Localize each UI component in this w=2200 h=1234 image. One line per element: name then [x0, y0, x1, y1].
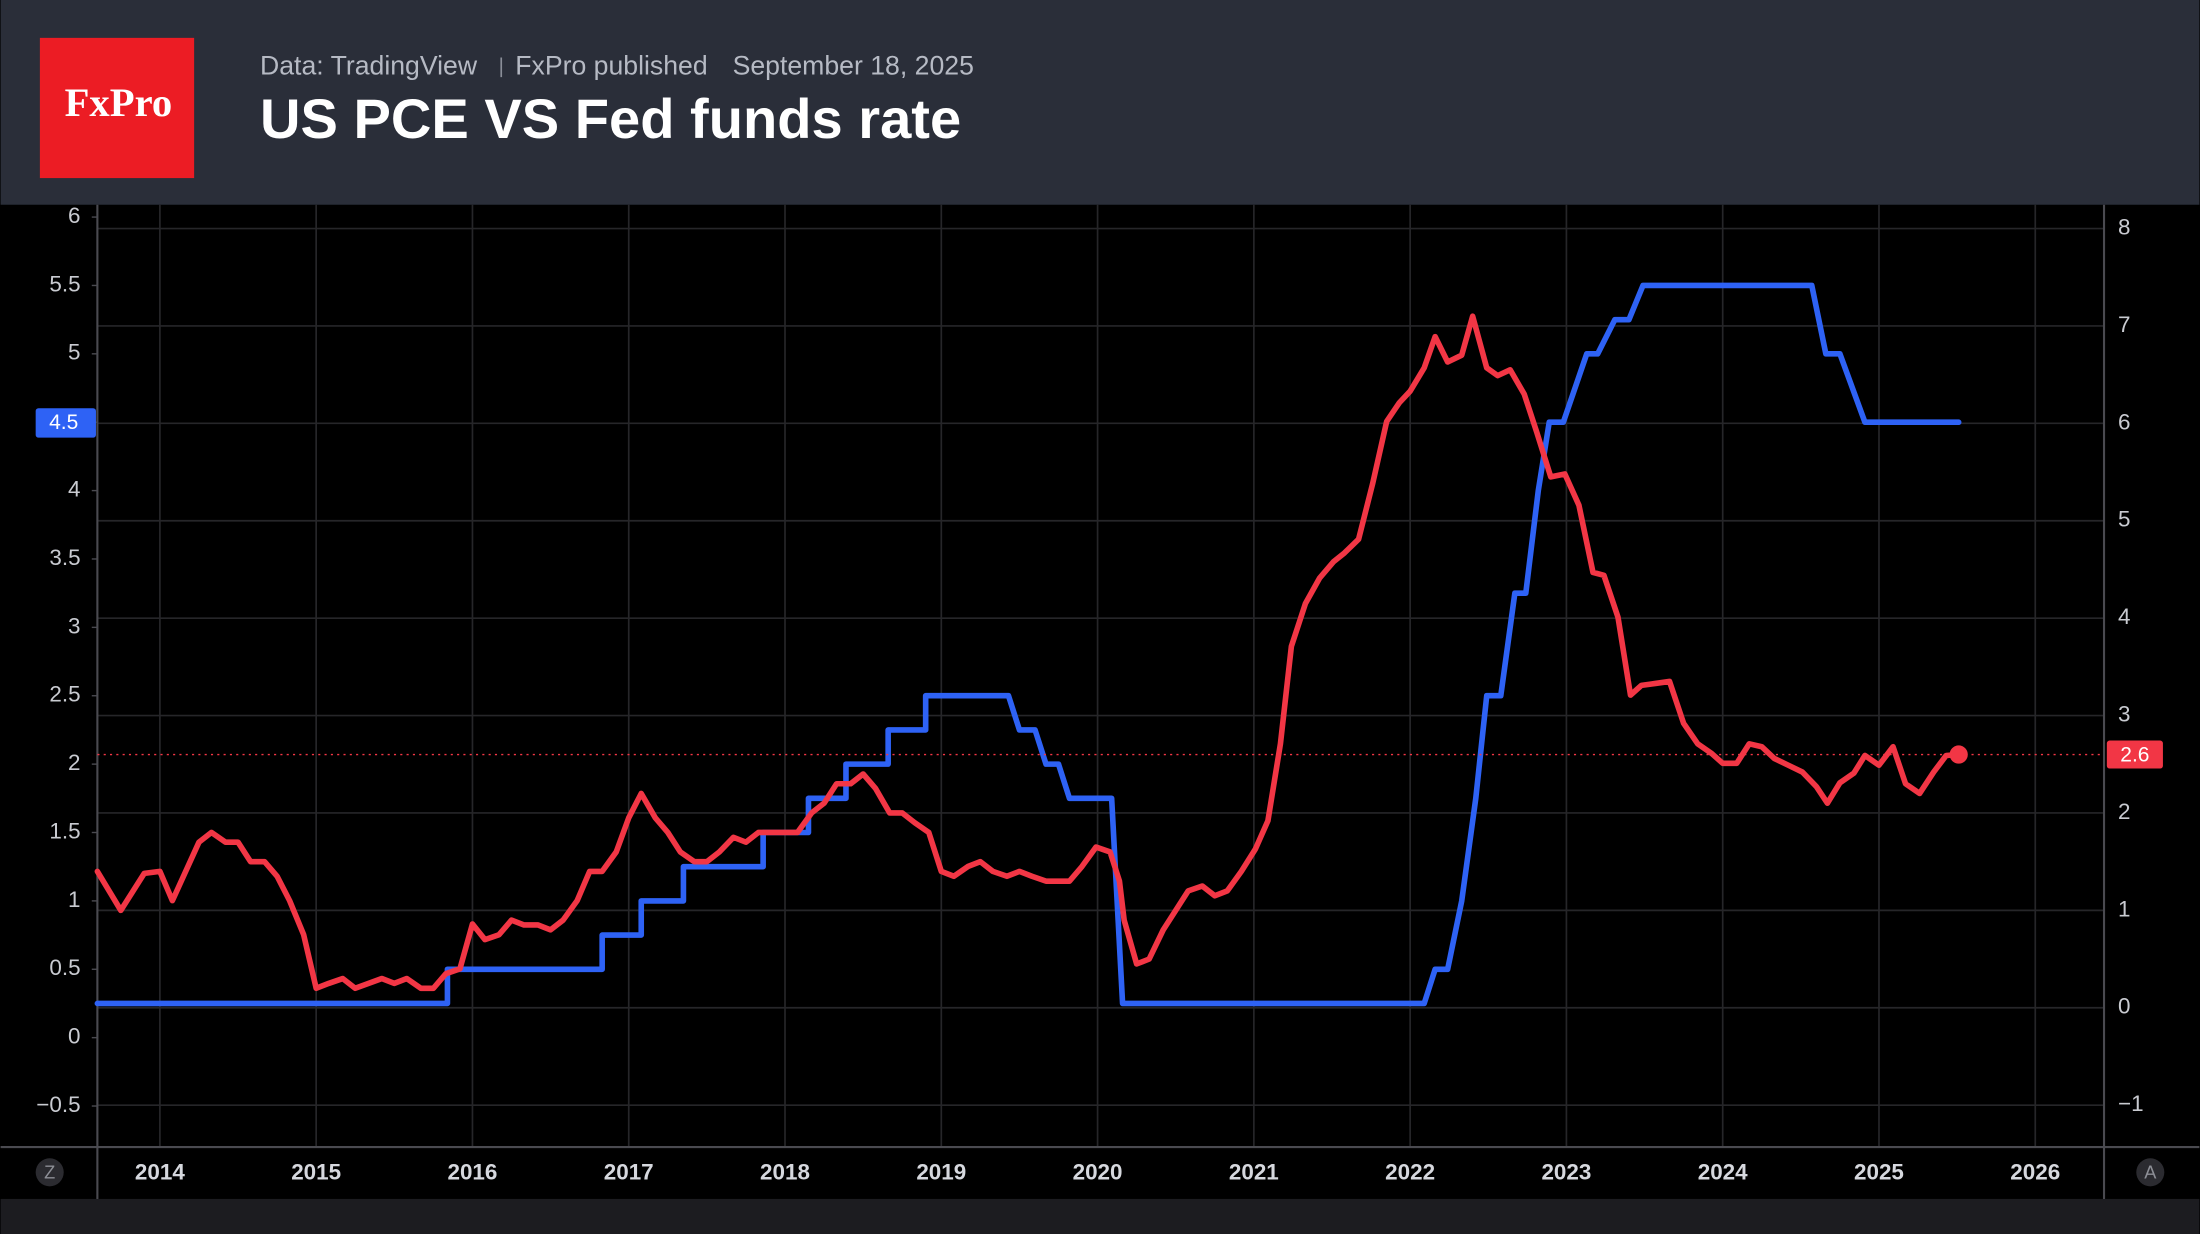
logo-box — [39, 37, 195, 179]
price-tag — [2106, 740, 2163, 769]
y2-tick-label: 7 — [2118, 312, 2130, 337]
date: September 18, 2025 — [733, 50, 974, 80]
y2-tick-label: −1 — [2118, 1091, 2144, 1116]
control-button[interactable] — [35, 1158, 64, 1187]
logo: FxPro — [65, 80, 173, 125]
price-tag-label: 4.5 — [49, 411, 78, 434]
y-tick-label: 0 — [68, 1024, 80, 1049]
y2-tick-label: 4 — [2118, 604, 2130, 629]
last-point — [1949, 745, 1968, 764]
price-tag-label: 2.6 — [2120, 743, 2149, 766]
y2-tick-label: 1 — [2118, 896, 2130, 921]
x-tick-label: 2021 — [1229, 1160, 1279, 1185]
x-tick-label: 2014 — [135, 1160, 185, 1185]
y2-tick-label: 6 — [2118, 409, 2130, 434]
footer-bar — [0, 1198, 2200, 1234]
price-tag — [35, 408, 96, 438]
series-line — [94, 282, 1962, 1007]
x-tick-label: 2025 — [1854, 1160, 1904, 1185]
y-tick-label: −0.5 — [36, 1092, 80, 1117]
y2-tick-label: 0 — [2118, 994, 2130, 1019]
x-tick-label: 2016 — [448, 1160, 498, 1185]
y2-tick-label: 8 — [2118, 214, 2130, 239]
y-tick-label: 3.5 — [49, 545, 80, 570]
x-tick-label: 2022 — [1385, 1160, 1435, 1185]
y-tick-label: 3 — [68, 613, 80, 638]
y-tick-label: 2.5 — [49, 682, 80, 707]
y2-tick-label: 2 — [2118, 799, 2130, 824]
control-button[interactable] — [2136, 1158, 2165, 1187]
x-tick-label: 2018 — [760, 1160, 810, 1185]
y-tick-label: 1 — [68, 887, 80, 912]
header-bar — [0, 0, 2200, 205]
x-tick-label: 2023 — [1541, 1160, 1591, 1185]
y-tick-label: 0.5 — [49, 955, 80, 980]
x-tick-label: 2026 — [2010, 1160, 2060, 1185]
control-label[interactable]: Z — [44, 1163, 55, 1183]
x-tick-label: 2024 — [1698, 1160, 1748, 1185]
y-tick-label: 6 — [68, 203, 80, 228]
y-tick-label: 4 — [68, 477, 80, 502]
x-tick-label: 2020 — [1073, 1160, 1123, 1185]
y-tick-label: 1.5 — [49, 818, 80, 843]
y-tick-label: 5.5 — [49, 271, 80, 296]
x-tick-label: 2015 — [291, 1160, 341, 1185]
y2-tick-label: 3 — [2118, 701, 2130, 726]
series-line — [94, 313, 1962, 992]
source: Data: TradingView — [260, 50, 478, 80]
publisher: FxPro published — [515, 50, 707, 80]
grid — [97, 204, 2105, 1148]
control-label[interactable]: A — [2144, 1163, 2157, 1183]
x-tick-label: 2019 — [916, 1160, 966, 1185]
chart-title: US PCE VS Fed funds rate — [260, 87, 961, 150]
y-tick-label: 5 — [68, 340, 80, 365]
y-tick-label: 2 — [68, 750, 80, 775]
y2-tick-label: 5 — [2118, 507, 2130, 532]
x-tick-label: 2017 — [604, 1160, 654, 1185]
